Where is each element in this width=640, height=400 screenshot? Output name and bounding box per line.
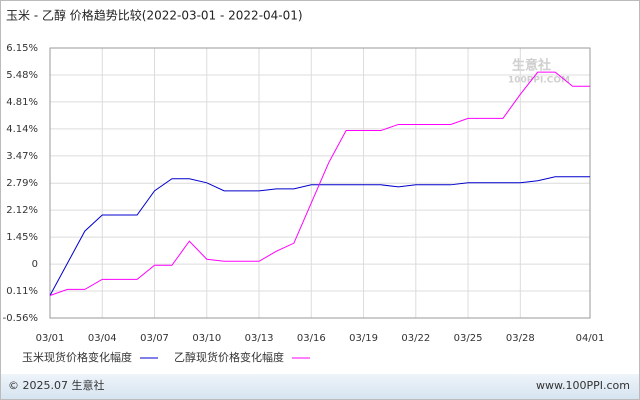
x-tick-label: 03/25 <box>454 333 483 344</box>
y-tick-label: 2.12% <box>6 205 38 216</box>
x-tick-label: 04/01 <box>576 333 605 344</box>
x-tick-label: 03/22 <box>401 333 430 344</box>
y-tick-label: -0.56% <box>3 313 38 324</box>
y-tick-label: 1.45% <box>6 232 38 243</box>
y-tick-label: 0.11% <box>6 286 38 297</box>
legend-label: 玉米现货价格变化幅度 <box>22 350 132 364</box>
plot-border <box>49 47 591 319</box>
x-tick-label: 03/10 <box>192 333 221 344</box>
x-tick-label: 03/19 <box>349 333 378 344</box>
y-tick-label: 4.14% <box>6 124 38 135</box>
y-tick-label: 3.47% <box>6 151 38 162</box>
x-tick-label: 03/04 <box>88 333 117 344</box>
x-tick-label: 03/16 <box>297 333 326 344</box>
x-tick-label: 03/01 <box>36 333 65 344</box>
x-tick-label: 03/28 <box>506 333 535 344</box>
footer-right: www.100PPI.com <box>536 379 630 392</box>
y-tick-label: 2.79% <box>6 178 38 189</box>
x-tick-label: 03/13 <box>245 333 274 344</box>
y-tick-label: 6.15% <box>6 43 38 54</box>
footer-bar <box>1 374 639 399</box>
chart-title: 玉米 - 乙醇 价格趋势比较(2022-03-01 - 2022-04-01) <box>6 8 303 23</box>
legend-label: 乙醇现货价格变化幅度 <box>174 350 284 364</box>
y-tick-label: 0 <box>32 259 38 270</box>
y-tick-label: 4.81% <box>6 97 38 108</box>
watermark: 生意社 <box>512 58 551 74</box>
watermark-url: 100PPI.COM <box>508 76 570 86</box>
footer-left: © 2025.07 生意社 <box>8 378 104 392</box>
y-tick-label: 5.48% <box>6 70 38 81</box>
series-line <box>49 71 590 296</box>
series-line <box>49 176 590 296</box>
x-tick-label: 03/07 <box>140 333 169 344</box>
